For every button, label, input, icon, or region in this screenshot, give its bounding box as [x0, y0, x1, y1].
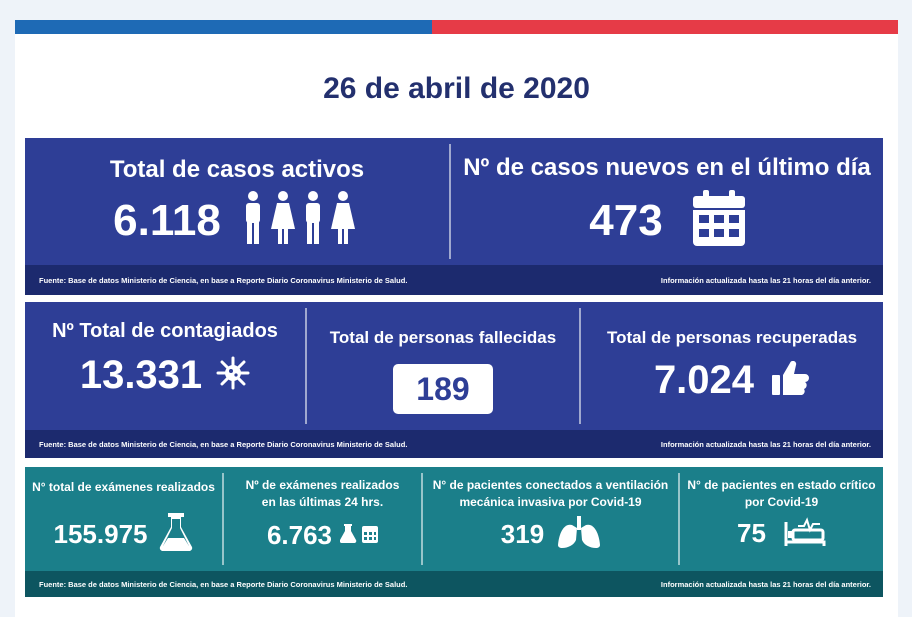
ventilated-cell: N° de pacientes conectados a ventilación… — [423, 467, 678, 571]
infected-value: 13.331 — [79, 353, 203, 397]
hospital-bed-icon — [784, 516, 826, 551]
row1-footer: Fuente: Base de datos Ministerio de Cien… — [25, 265, 883, 295]
source-note: Fuente: Base de datos Ministerio de Cien… — [39, 275, 408, 285]
row3-panel: N° total de exámenes realizados 155.975 … — [25, 467, 883, 571]
exams-cell: N° total de exámenes realizados 155.975 — [25, 467, 222, 571]
exams24-cell: Nº de exámenes realizados en las últimas… — [224, 467, 421, 571]
critical-label-1: N° de pacientes en estado crítico — [687, 478, 876, 492]
deceased-cell: Total de personas fallecidas 189 — [307, 302, 579, 430]
flask-calendar-icon — [339, 523, 379, 548]
row3-divider-2 — [421, 473, 423, 565]
exams24-value: 6.763 — [266, 520, 333, 550]
ventilated-label-1: N° de pacientes conectados a ventilación — [432, 478, 669, 492]
thumbs-up-icon — [772, 360, 810, 400]
virus-icon — [216, 356, 250, 395]
recovered-cell: Total de personas recuperadas 7.024 — [581, 302, 883, 430]
flask-icon — [159, 512, 193, 557]
active-cases-value: 6.118 — [113, 195, 221, 245]
exams24-label-2: en las últimas 24 hrs. — [261, 495, 384, 509]
calendar-icon — [692, 190, 745, 251]
deceased-label: Total de personas fallecidas — [329, 328, 557, 347]
exams-value: 155.975 — [53, 519, 148, 549]
active-cases-cell: Total de casos activos 6.118 — [25, 138, 449, 265]
new-cases-cell: Nº de casos nuevos en el último día 473 — [451, 138, 883, 265]
recovered-label: Total de personas recuperadas — [606, 328, 858, 347]
row2-divider-2 — [579, 308, 581, 424]
deceased-value: 189 — [393, 364, 493, 414]
row2-divider-1 — [305, 308, 307, 424]
recovered-value: 7.024 — [653, 358, 755, 402]
ventilated-value: 319 — [500, 519, 545, 549]
infected-label: Nº Total de contagiados — [52, 320, 278, 342]
row3-divider-3 — [678, 473, 680, 565]
critical-label-2: por Covid-19 — [744, 495, 819, 509]
source-note: Fuente: Base de datos Ministerio de Cien… — [39, 439, 408, 449]
row2-panel: Nº Total de contagiados 13.331 Total de … — [25, 302, 883, 430]
row2-footer: Fuente: Base de datos Ministerio de Cien… — [25, 430, 883, 458]
row3-footer: Fuente: Base de datos Ministerio de Cien… — [25, 571, 883, 597]
update-note: Información actualizada hasta las 21 hor… — [660, 275, 871, 285]
flag-bar-blue — [15, 20, 432, 34]
update-note: Información actualizada hasta las 21 hor… — [660, 579, 871, 589]
critical-cell: N° de pacientes en estado crítico por Co… — [680, 467, 883, 571]
exams24-label-1: Nº de exámenes realizados — [245, 478, 400, 492]
report-date: 26 de abril de 2020 — [323, 72, 590, 105]
source-note: Fuente: Base de datos Ministerio de Cien… — [39, 579, 408, 589]
row3-divider-1 — [222, 473, 224, 565]
critical-value: 75 — [737, 518, 766, 548]
ventilated-label-2: mecánica invasiva por Covid-19 — [459, 495, 642, 509]
row1-panel: Total de casos activos 6.118 Nº de casos… — [25, 138, 883, 265]
lungs-icon — [558, 516, 601, 553]
exams-label: N° total de exámenes realizados — [32, 480, 215, 494]
flag-bar — [15, 20, 898, 34]
update-note: Información actualizada hasta las 21 hor… — [660, 439, 871, 449]
people-icon — [241, 190, 361, 251]
infected-cell: Nº Total de contagiados 13.331 — [25, 302, 305, 430]
new-cases-value: 473 — [589, 195, 663, 245]
new-cases-label: Nº de casos nuevos en el último día — [463, 154, 871, 181]
flag-bar-red — [432, 20, 898, 34]
row1-divider — [449, 144, 451, 259]
active-cases-label: Total de casos activos — [109, 156, 365, 183]
